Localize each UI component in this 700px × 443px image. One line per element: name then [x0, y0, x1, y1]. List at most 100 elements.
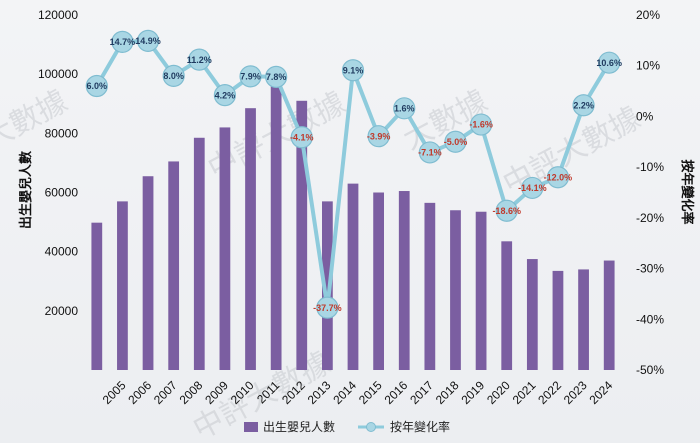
x-axis-tick-label: 2006	[125, 378, 154, 407]
x-axis-tick-label: 2014	[330, 378, 359, 407]
bar	[475, 211, 487, 370]
rate-point	[290, 126, 313, 149]
rate-data-label: 6.0%	[87, 81, 108, 91]
x-axis-tick-label: 2020	[484, 378, 513, 407]
rate-data-label: 10.6%	[596, 58, 622, 68]
bar	[219, 127, 231, 371]
rate-data-label: -5.0%	[444, 137, 468, 147]
right-axis-tick-label: -20%	[636, 211, 664, 225]
bar	[450, 210, 461, 370]
bar	[193, 137, 205, 370]
x-axis-tick-label: 2023	[561, 378, 590, 407]
rate-point	[393, 97, 416, 120]
rate-point	[213, 84, 237, 107]
x-axis-tick-label: 2018	[433, 378, 462, 407]
rate-data-label: 9.1%	[343, 65, 364, 75]
bar	[398, 191, 410, 370]
right-axis-tick-label: -50%	[636, 363, 664, 377]
right-axis-tick-label: -10%	[636, 160, 664, 174]
right-axis-tick-label: -40%	[636, 312, 664, 326]
x-axis-tick-label: 2022	[535, 378, 564, 407]
rate-point	[239, 65, 262, 88]
bar	[117, 201, 128, 370]
rate-data-label: 14.9%	[135, 36, 161, 46]
right-axis-tick-label: 20%	[636, 8, 660, 22]
rate-point	[469, 113, 493, 136]
right-axis-tick-label: 10%	[636, 59, 660, 73]
right-axis-title: 按年變化率	[679, 159, 695, 224]
rate-point	[598, 51, 621, 74]
bar	[552, 270, 564, 370]
rate-point	[546, 166, 570, 189]
left-axis-tick-label: 40000	[45, 245, 79, 259]
bar	[322, 201, 333, 370]
rate-point	[367, 125, 390, 148]
rate-point	[316, 296, 339, 319]
bar	[603, 260, 615, 370]
bar	[168, 161, 180, 370]
bar	[296, 100, 308, 371]
bar	[501, 241, 513, 370]
bar	[91, 222, 103, 370]
bar	[142, 176, 154, 370]
right-axis-tick-label: 0%	[636, 109, 654, 123]
line-layer: 6.0% 14.7% 14.9% 8.0%11.2% 4.2% 7.9% 7.8% -4.1%…	[85, 29, 622, 319]
x-axis-tick-label: 2008	[177, 378, 206, 407]
rate-data-label: 1.6%	[394, 104, 415, 114]
rate-data-label: -14.1%	[518, 183, 547, 193]
bar	[526, 259, 538, 370]
legend: 出生嬰兒人數 按年變化率	[244, 419, 450, 434]
rate-point	[572, 94, 595, 117]
x-axis-tick-label: 2024	[587, 378, 616, 407]
rate-data-label: -7.1%	[418, 148, 442, 158]
x-axis-tick-label: 2017	[407, 378, 436, 407]
rate-data-label: 7.9%	[240, 72, 261, 82]
bar	[270, 80, 282, 370]
left-axis-title: 出生嬰兒人數	[18, 151, 34, 229]
rate-point	[85, 74, 108, 98]
x-axis-tick-label: 2016	[382, 378, 411, 407]
rate-data-label: 11.2%	[187, 55, 212, 65]
rate-point	[521, 176, 544, 200]
rate-point	[162, 64, 185, 87]
left-axis-tick-label: 20000	[45, 304, 79, 318]
legend-swatch-marker	[366, 422, 376, 432]
bar	[424, 202, 436, 370]
left-axis-tick-label: 60000	[45, 186, 79, 200]
legend-swatch-bars	[244, 422, 258, 432]
legend-label-bars: 出生嬰兒人數	[263, 420, 335, 434]
left-axis-tick-label: 80000	[45, 126, 79, 140]
rate-point	[111, 30, 134, 53]
left-axis-tick-label: 120000	[38, 8, 78, 22]
rate-data-label: -1.6%	[469, 120, 493, 130]
x-axis-tick-label: 2019	[458, 378, 487, 407]
watermark-text: 大數據	[0, 84, 73, 157]
legend-label-line: 按年變化率	[390, 419, 450, 434]
x-axis-tick-label: 2015	[356, 378, 385, 407]
x-axis-tick-label: 2007	[151, 378, 180, 407]
bar	[578, 269, 589, 370]
rate-data-label: 2.2%	[573, 100, 594, 110]
rate-data-label: 4.2%	[215, 90, 236, 100]
rate-point	[341, 59, 365, 82]
rate-point	[495, 199, 518, 222]
rate-data-label: -12.0%	[544, 172, 573, 182]
right-axis-tick-label: -30%	[636, 262, 664, 276]
bar	[347, 183, 359, 370]
rate-data-label: 14.7%	[110, 37, 136, 47]
bars-layer	[91, 80, 615, 371]
bar	[373, 192, 384, 370]
x-axis-tick-label: 2005	[100, 378, 129, 407]
rate-data-label: -37.7%	[313, 303, 342, 313]
rate-data-label: 8.0%	[163, 71, 184, 81]
rate-point	[418, 141, 441, 164]
rate-data-label: 7.8%	[266, 72, 287, 82]
rate-data-label: -4.1%	[290, 132, 314, 142]
rate-data-label: -18.6%	[492, 206, 521, 216]
rate-point	[444, 130, 467, 153]
rate-data-label: -3.9%	[367, 131, 391, 141]
rate-point	[136, 29, 160, 52]
bar	[245, 108, 256, 370]
